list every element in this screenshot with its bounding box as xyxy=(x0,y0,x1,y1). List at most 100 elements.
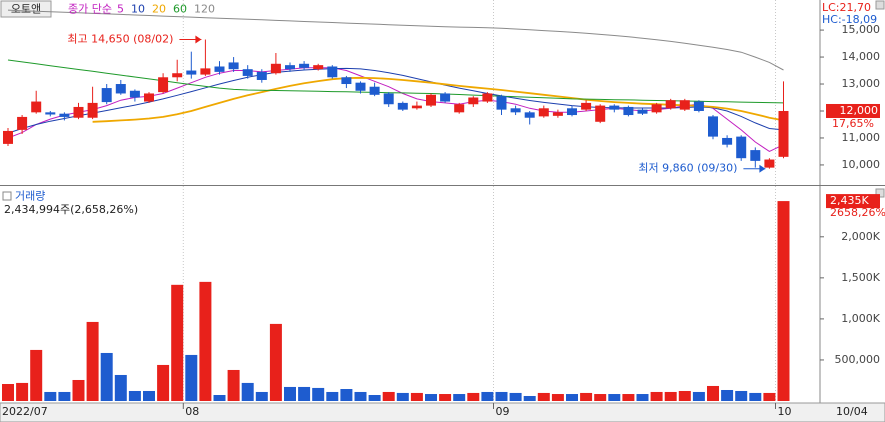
volume-bar xyxy=(58,391,71,401)
candle-body xyxy=(708,116,718,137)
candle-body xyxy=(17,116,28,130)
volume-bar xyxy=(537,392,550,401)
volume-bar xyxy=(763,392,776,401)
annotation-arrowhead xyxy=(195,35,202,44)
panel-button[interactable] xyxy=(875,0,885,10)
candle-body xyxy=(482,93,493,102)
last-volume-tag xyxy=(826,194,880,209)
panel-icon xyxy=(2,191,12,201)
moving-average-line xyxy=(7,59,784,104)
volume-bar xyxy=(678,390,691,401)
volume-bar xyxy=(227,369,240,401)
stock-name: 오토앤 xyxy=(11,3,41,16)
x-tick-label: 08 xyxy=(185,405,199,418)
candle-body xyxy=(524,112,535,118)
lc-label: LC:21,70 xyxy=(822,1,871,14)
volume-bar xyxy=(86,321,99,401)
y-tick-label: 10,000 xyxy=(842,158,881,171)
volume-bar xyxy=(509,392,522,401)
volume-bar xyxy=(622,394,635,401)
candle-body xyxy=(355,82,366,91)
volume-bar xyxy=(777,201,790,401)
y-tick-label: 2,000K xyxy=(841,230,880,243)
candle-body xyxy=(144,93,154,102)
volume-bar xyxy=(114,374,127,401)
candle-body xyxy=(158,77,169,93)
volume-bar xyxy=(284,386,296,401)
hc-label: HC:-18,09 xyxy=(822,13,877,26)
volume-bar xyxy=(707,385,719,401)
annotation-label: 최저 9,860 (09/30) xyxy=(638,162,737,175)
volume-bar xyxy=(608,394,621,401)
volume-bar xyxy=(269,323,282,401)
volume-bar xyxy=(100,352,113,401)
volume-bar xyxy=(298,386,311,401)
candle-body xyxy=(87,102,98,118)
candle-body xyxy=(129,90,140,98)
candle-body xyxy=(101,88,112,103)
annotation-label: 최고 14,650 (08/02) xyxy=(67,33,173,46)
volume-bar xyxy=(16,382,29,401)
candle-body xyxy=(31,101,42,113)
candle-body xyxy=(623,106,634,116)
volume-bar xyxy=(354,391,367,401)
last-volume-label: 2,435K xyxy=(830,194,869,207)
candle-body xyxy=(115,84,126,94)
candle-body xyxy=(313,65,324,70)
candle-body xyxy=(496,96,507,110)
candle-body xyxy=(440,93,451,102)
candle-body xyxy=(299,63,310,68)
candle-body xyxy=(383,93,394,105)
volume-subtitle: 2,434,994주(2,658,26%) xyxy=(4,203,138,216)
last-price-label: 12,000 xyxy=(840,104,879,117)
candle-body xyxy=(468,97,479,105)
candle-body xyxy=(270,63,281,74)
volume-bar xyxy=(692,391,705,401)
volume-bar xyxy=(735,390,748,401)
volume-bar xyxy=(128,390,141,401)
moving-average-line xyxy=(7,9,784,71)
volume-bar xyxy=(749,392,762,401)
candle-body xyxy=(200,68,211,75)
candle-body xyxy=(651,104,662,113)
volume-bar xyxy=(312,387,325,401)
legend-entry: 20 xyxy=(152,3,166,16)
volume-bar xyxy=(551,394,564,401)
volume-bar xyxy=(157,364,170,401)
volume-bar xyxy=(636,394,649,401)
candle-body xyxy=(764,159,775,168)
volume-bar xyxy=(650,391,663,401)
volume-bar xyxy=(255,391,268,401)
volume-bar xyxy=(368,395,381,401)
volume-bar xyxy=(199,281,212,401)
candle-body xyxy=(411,105,422,109)
y-tick-label: 14,000 xyxy=(842,50,881,63)
volume-bar xyxy=(664,391,677,401)
candle-body xyxy=(454,104,465,113)
candle-body xyxy=(341,77,352,85)
volume-bar xyxy=(30,349,43,401)
volume-bar xyxy=(439,394,452,401)
candle-body xyxy=(228,62,239,70)
legend-entry: 120 xyxy=(194,3,215,16)
candle-body xyxy=(426,94,436,106)
x-tick-label: 10 xyxy=(778,405,792,418)
legend-entry: 10 xyxy=(131,3,145,16)
candle-body xyxy=(736,136,747,159)
volume-bar xyxy=(171,284,184,401)
date-label: 10/04 xyxy=(836,405,868,418)
volume-bar xyxy=(241,382,254,401)
volume-bar xyxy=(594,394,607,401)
candle-body xyxy=(3,130,13,144)
y-tick-label: 13,000 xyxy=(842,77,881,90)
candle-body xyxy=(595,105,606,122)
candle-body xyxy=(609,105,620,110)
stock-name-box[interactable] xyxy=(0,0,52,18)
volume-bar xyxy=(326,391,339,401)
candle-body xyxy=(73,106,84,118)
candle-body xyxy=(538,108,549,117)
candle-body xyxy=(242,69,253,76)
volume-bar xyxy=(453,394,466,401)
candle-body xyxy=(327,66,338,78)
